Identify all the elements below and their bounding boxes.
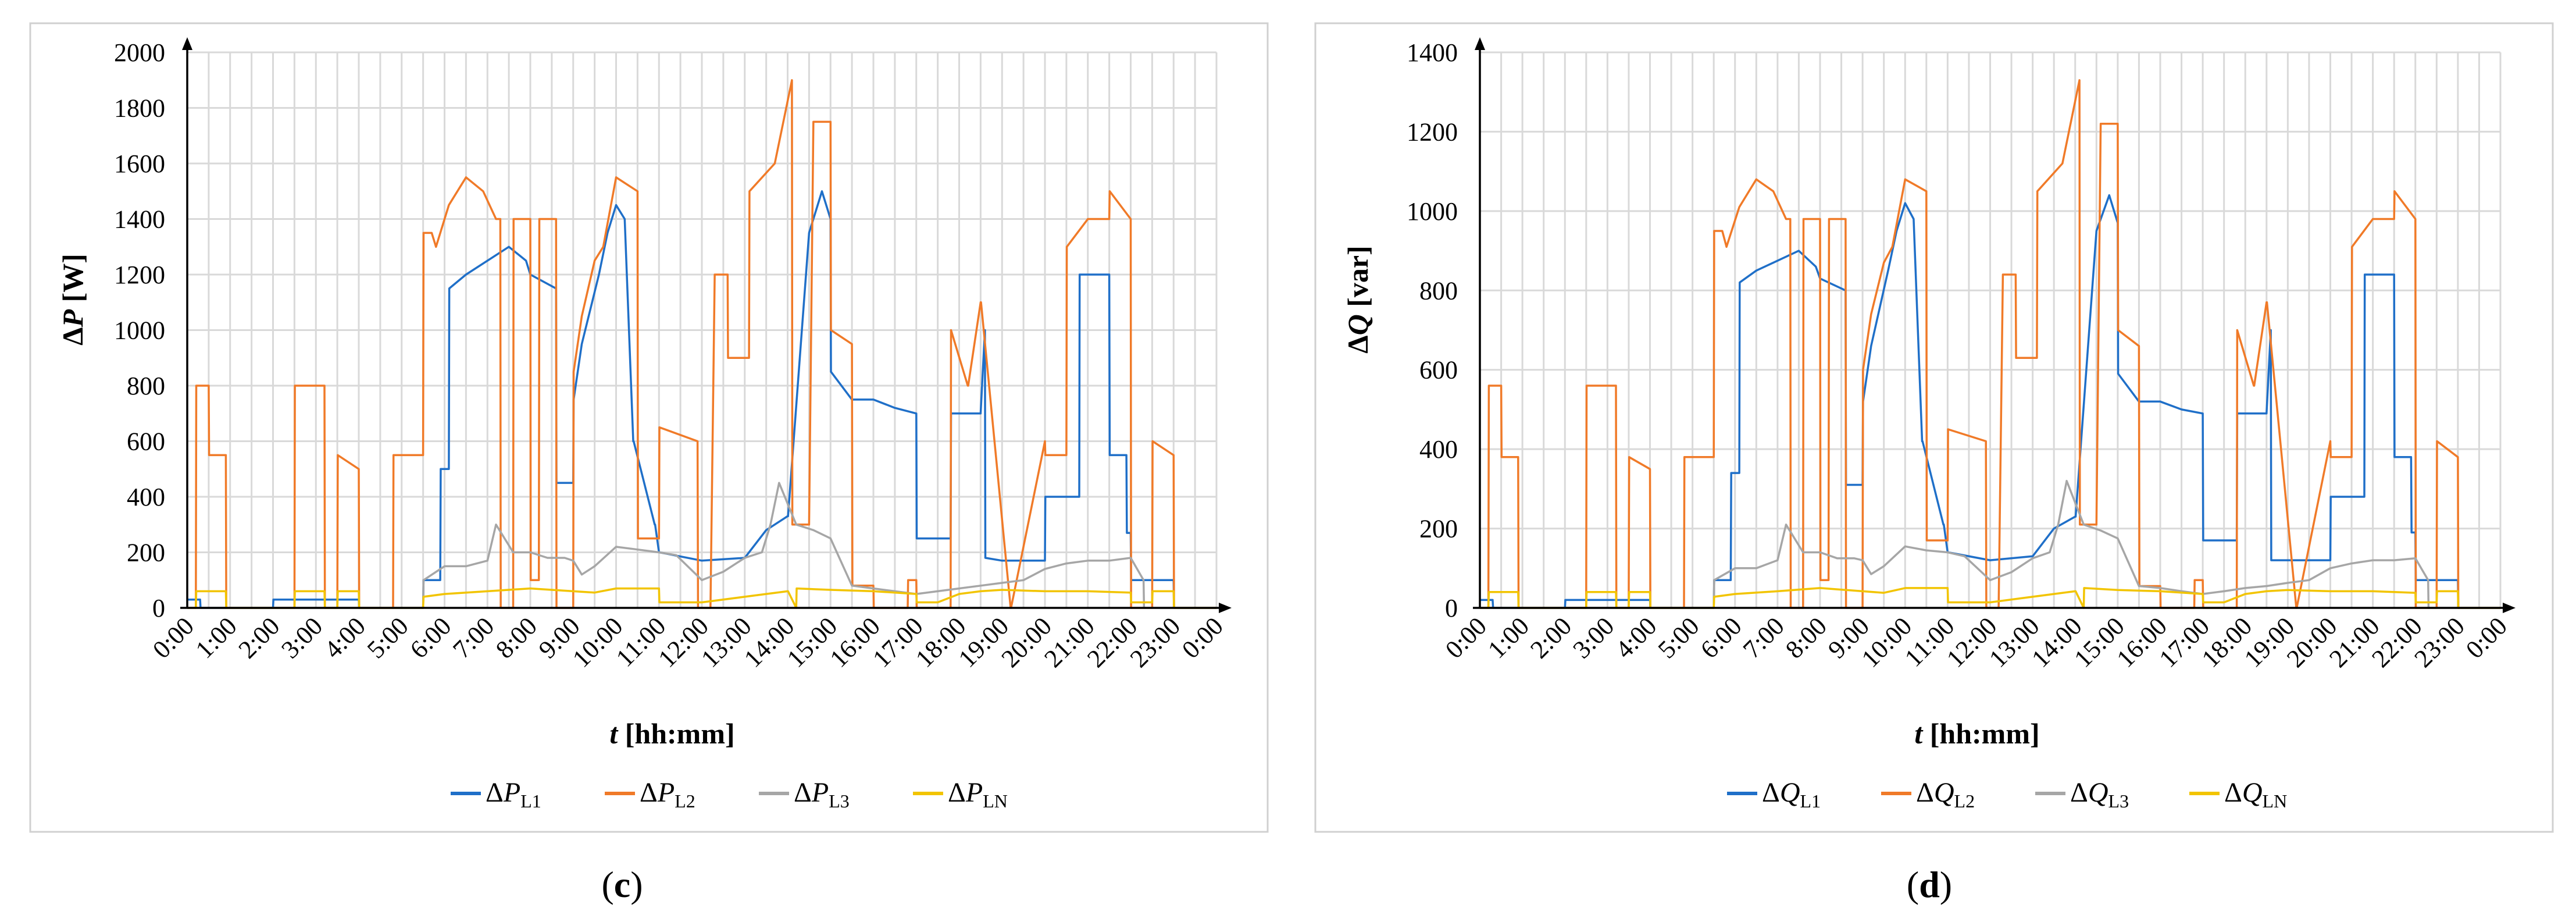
panel-c-ytick-label: 1400 (114, 205, 165, 234)
panel-c-xlabel-var: t (609, 717, 619, 750)
panel-d-ytick-label: 800 (1419, 276, 1458, 305)
panel-c-legend-label: ΔPL1 (486, 777, 541, 811)
panel-c-ylabel-prefix: Δ (56, 327, 89, 346)
panel-d-ytick-label: 0 (1445, 594, 1458, 622)
panel-d-legend-item-l2: ΔQL2 (1881, 777, 1975, 811)
panel-c-series-l1 (187, 190, 1216, 609)
panel-c-series-ln (187, 587, 1216, 609)
panel-c-ytick-labels: 0 200 400 600 800 1000 1200 1400 1600 1800 2000 (114, 38, 165, 622)
panel-c-ylabel-var: P (56, 309, 89, 328)
panel-c-legend-item-l3: ΔPL3 (759, 777, 850, 811)
panel-d-axes (1473, 37, 2516, 613)
panel-c-ytick-label: 800 (127, 372, 165, 400)
panel-c-legend-label: ΔPL2 (640, 777, 695, 811)
panel-d-ytick-label: 1200 (1407, 118, 1458, 146)
panel-d-series-ln (1480, 587, 2500, 609)
panel-c-ytick-label: 400 (127, 483, 165, 511)
panel-d-series-l3 (1480, 479, 2500, 609)
panel-d-legend-item-l1: ΔQL1 (1727, 777, 1821, 811)
panel-c-x-axis-label: t [hh:mm] (609, 717, 734, 750)
panel-d-xlabel-unit: [hh:mm] (1930, 717, 2040, 750)
panel-c-x-axis-arrow (1219, 603, 1232, 613)
panel-d-legend-label: ΔQL3 (2070, 777, 2129, 811)
panel-c-ytick-label: 0 (152, 594, 165, 622)
panel-d-legend-label: ΔQL2 (1916, 777, 1975, 811)
panel-d-x-axis-arrow (2503, 603, 2516, 613)
panel-d-ylabel-prefix: Δ (1341, 335, 1374, 353)
panel-c-caption-letter: c (614, 864, 630, 905)
panel-d-ylabel-unit: [var] (1341, 245, 1374, 307)
panel-c-ylabel-unit: [W] (56, 254, 89, 302)
panel-c-ytick-label: 1800 (114, 94, 165, 123)
panel-c-xlabel-unit: [hh:mm] (625, 717, 735, 750)
panel-c-series-l3 (187, 482, 1216, 609)
panel-c-frame (29, 22, 1269, 833)
panel-d-legend: ΔQL1 ΔQL2 ΔQL3 ΔQLN (1727, 777, 2287, 811)
panel-d-ylabel-var: Q (1341, 314, 1374, 335)
panel-d-legend-label: ΔQL1 (1762, 777, 1821, 811)
panel-d-caption-letter: d (1919, 864, 1940, 905)
panel-d-xlabel-var: t (1914, 717, 1924, 750)
panel-c-ytick-label: 2000 (114, 38, 165, 67)
panel-c-legend-item-l2: ΔPL2 (605, 777, 695, 811)
panel-c-y-axis-label: ΔP [W] (56, 254, 89, 346)
panel-d-ytick-label: 200 (1419, 515, 1458, 543)
panel-c-caption: (c) (601, 864, 643, 905)
panel-d-legend-item-l3: ΔQL3 (2035, 777, 2129, 811)
panel-c-ytick-label: 1000 (114, 316, 165, 345)
panel-c-ytick-label: 1600 (114, 149, 165, 178)
panel-c-legend-item-l1: ΔPL1 (451, 777, 541, 811)
panel-d-legend-label: ΔQLN (2224, 777, 2287, 811)
panel-d-ytick-label: 1400 (1407, 38, 1458, 67)
panel-c-legend-label: ΔPL3 (794, 777, 850, 811)
panel-d-legend-item-ln: ΔQLN (2189, 777, 2287, 811)
panel-d-x-axis-label: t [hh:mm] (1914, 717, 2039, 750)
panel-d-caption: (d) (1907, 864, 1952, 905)
panel-c-legend-item-ln: ΔPLN (913, 777, 1008, 811)
panel-d-ytick-label: 600 (1419, 356, 1458, 385)
panel-d-ytick-labels: 0 200 400 600 800 1000 1200 1400 (1407, 38, 1458, 622)
panel-d-y-axis-label: ΔQ [var] (1341, 245, 1374, 353)
panel-d-y-axis-arrow (1475, 37, 1485, 50)
panel-c-axes (180, 37, 1232, 613)
panel-d-ytick-label: 1000 (1407, 197, 1458, 226)
panel-c-ytick-label: 1200 (114, 261, 165, 289)
panel-c-ytick-label: 200 (127, 539, 165, 567)
panel-c-legend: ΔPL1 ΔPL2 ΔPL3 ΔPLN (451, 777, 1008, 811)
panel-c-y-axis-arrow (182, 37, 192, 50)
panel-c-legend-label: ΔPLN (948, 777, 1008, 811)
panel-d-ytick-label: 400 (1419, 435, 1458, 464)
panel-c-ytick-label: 600 (127, 428, 165, 456)
panel-d-series-l1 (1480, 194, 2500, 609)
